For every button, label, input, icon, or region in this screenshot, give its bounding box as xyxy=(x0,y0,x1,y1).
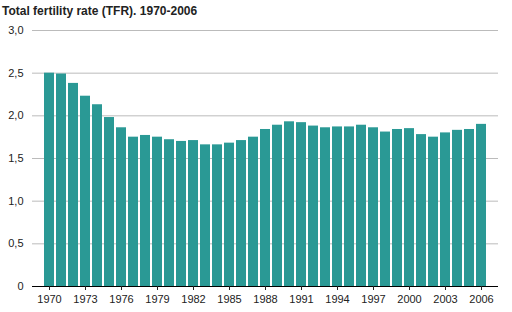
html-text:Total fertility rate (TFR). 19: Total fertility rate (TFR). 1970-2006 xyxy=(2,4,198,18)
svg-text:1979: 1979 xyxy=(145,293,169,305)
svg-text:1973: 1973 xyxy=(73,293,97,305)
svg-text:1994: 1994 xyxy=(325,293,349,305)
svg-text:2,5: 2,5 xyxy=(8,67,23,79)
svg-text:2003: 2003 xyxy=(433,293,457,305)
svg-text:0: 0 xyxy=(17,280,23,292)
svg-text:2006: 2006 xyxy=(469,293,493,305)
svg-text:1,0: 1,0 xyxy=(8,195,23,207)
svg-text:0,5: 0,5 xyxy=(8,237,23,249)
svg-text:1982: 1982 xyxy=(181,293,205,305)
svg-text:1970: 1970 xyxy=(37,293,61,305)
svg-text:1988: 1988 xyxy=(253,293,277,305)
svg-text:1985: 1985 xyxy=(217,293,241,305)
svg-text:2,0: 2,0 xyxy=(8,109,23,121)
svg-text:1,5: 1,5 xyxy=(8,152,23,164)
svg-text:1997: 1997 xyxy=(361,293,385,305)
svg-text:1976: 1976 xyxy=(109,293,133,305)
svg-text:2000: 2000 xyxy=(397,293,421,305)
svg-text:3,0: 3,0 xyxy=(8,24,23,36)
svg-text:1991: 1991 xyxy=(289,293,313,305)
